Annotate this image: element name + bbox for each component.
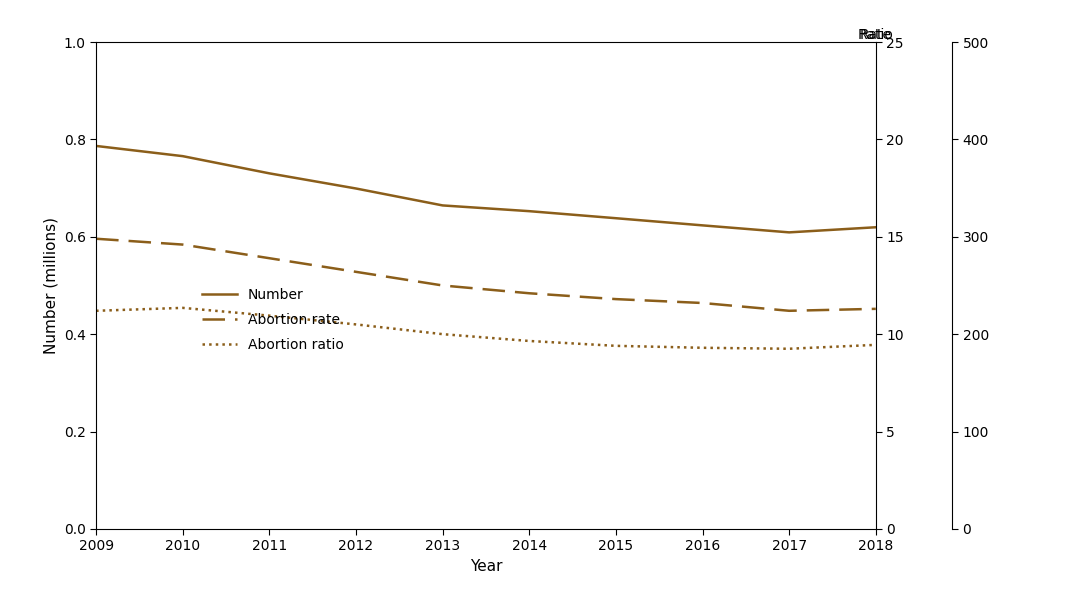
Text: Rate: Rate — [860, 28, 892, 42]
Number — [176, 153, 189, 160]
Abortion rate — [436, 282, 449, 289]
Number — [696, 222, 709, 229]
Abortion rate — [263, 255, 276, 262]
Number — [90, 142, 103, 150]
Abortion ratio — [783, 345, 796, 352]
Abortion ratio — [349, 321, 362, 328]
Abortion rate — [523, 290, 536, 297]
Abortion ratio — [610, 342, 623, 349]
Abortion rate — [349, 268, 362, 275]
Abortion ratio — [90, 307, 103, 314]
Abortion ratio — [263, 312, 276, 319]
Number — [610, 215, 623, 222]
Abortion ratio — [176, 304, 189, 311]
Number — [436, 202, 449, 209]
Y-axis label: Number (millions): Number (millions) — [43, 217, 58, 354]
Number — [263, 169, 276, 177]
Legend: Number, Abortion rate, Abortion ratio: Number, Abortion rate, Abortion ratio — [197, 282, 349, 358]
X-axis label: Year: Year — [470, 559, 502, 574]
Abortion rate — [90, 235, 103, 242]
Line: Number: Number — [96, 146, 876, 233]
Number — [523, 207, 536, 215]
Abortion ratio — [523, 337, 536, 344]
Text: Ratio: Ratio — [858, 28, 894, 42]
Number — [869, 224, 882, 231]
Abortion rate — [696, 299, 709, 307]
Line: Abortion rate: Abortion rate — [96, 239, 876, 311]
Abortion ratio — [696, 344, 709, 352]
Abortion rate — [176, 241, 189, 248]
Number — [349, 185, 362, 192]
Abortion ratio — [869, 341, 882, 349]
Abortion rate — [869, 305, 882, 313]
Abortion rate — [610, 296, 623, 303]
Abortion ratio — [436, 331, 449, 338]
Line: Abortion ratio: Abortion ratio — [96, 308, 876, 349]
Number — [783, 229, 796, 236]
Abortion rate — [783, 307, 796, 314]
